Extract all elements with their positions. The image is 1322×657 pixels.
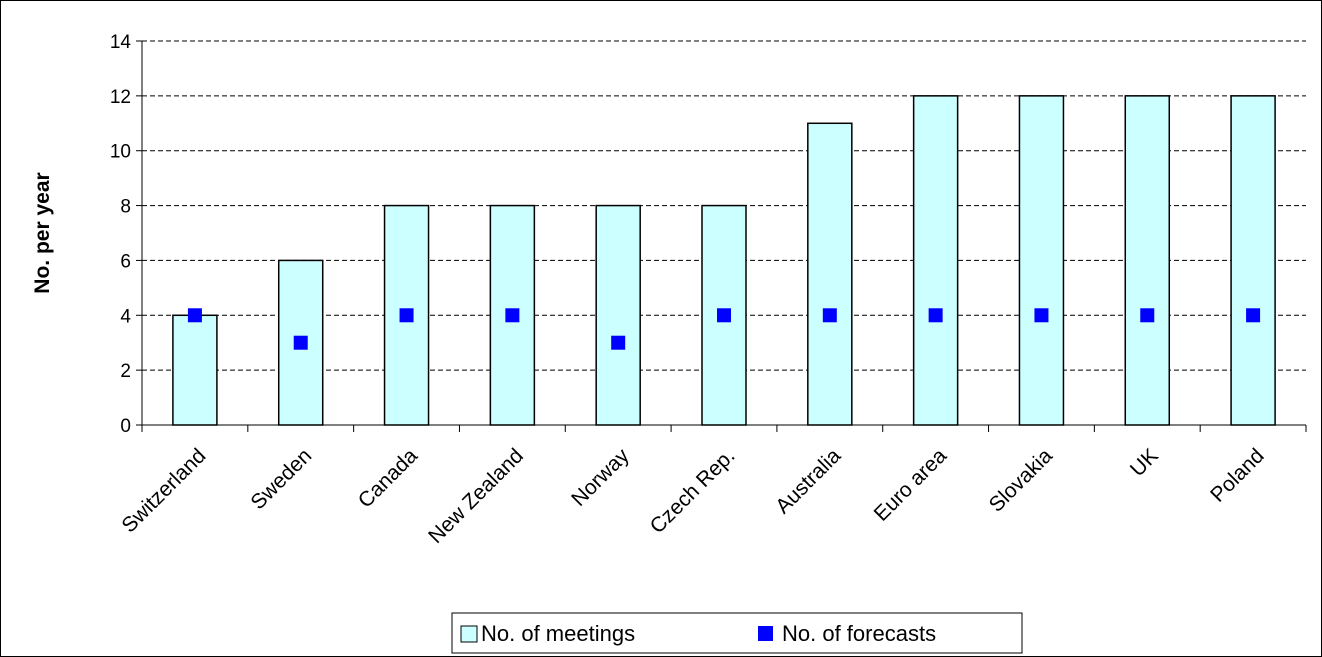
bar-meetings — [1230, 95, 1276, 426]
legend-swatch-meetings — [460, 625, 478, 643]
y-tick-label: 0 — [120, 416, 131, 437]
marker-forecasts — [611, 335, 626, 350]
y-tick-label: 14 — [110, 32, 132, 53]
x-category-label: Czech Rep. — [646, 444, 740, 538]
bar-meetings — [912, 95, 959, 426]
bar-meetings — [1124, 95, 1171, 426]
x-category-label: Canada — [354, 444, 423, 513]
legend-label-forecasts: No. of forecasts — [782, 621, 936, 646]
marker-forecasts — [187, 308, 202, 323]
marker-forecasts — [1140, 308, 1155, 323]
legend-label-meetings: No. of meetings — [481, 621, 635, 646]
y-axis-title: No. per year — [31, 172, 54, 293]
x-category-label: New Zealand — [424, 444, 528, 548]
bar-meetings — [172, 314, 218, 426]
y-tick-label: 10 — [110, 142, 131, 163]
marker-forecasts — [1034, 308, 1049, 323]
x-category-label: UK — [1126, 444, 1163, 481]
marker-forecasts — [822, 308, 837, 323]
x-category-label: Norway — [567, 444, 634, 511]
legend: No. of meetings No. of forecasts — [451, 612, 1023, 654]
axes — [136, 40, 1307, 432]
x-category-label: Australia — [771, 444, 845, 518]
bar-meetings — [807, 122, 853, 426]
marker-forecasts — [505, 308, 520, 323]
y-tick-label: 2 — [120, 361, 131, 382]
marker-forecasts — [1246, 308, 1261, 323]
y-tick-label: 12 — [110, 87, 131, 108]
legend-swatch-forecasts — [758, 626, 773, 641]
marker-forecasts — [293, 335, 308, 350]
x-category-label: Switzerland — [117, 444, 210, 537]
forecast-markers — [187, 308, 1261, 350]
x-category-label: Sweden — [246, 444, 316, 514]
bar-meetings — [277, 259, 324, 426]
y-tick-label: 6 — [120, 251, 131, 272]
marker-forecasts — [399, 308, 414, 323]
x-category-label: Slovakia — [985, 444, 1058, 517]
x-category-label: Poland — [1206, 444, 1269, 507]
bar-meetings — [1018, 95, 1065, 426]
y-tick-label: 8 — [120, 197, 131, 218]
gridlines — [142, 40, 1306, 371]
y-tick-label: 4 — [120, 306, 131, 327]
marker-forecasts — [717, 308, 731, 323]
marker-forecasts — [928, 308, 943, 323]
bar-meetings — [595, 204, 641, 426]
bars — [172, 95, 1276, 426]
x-category-label: Euro area — [870, 444, 952, 526]
